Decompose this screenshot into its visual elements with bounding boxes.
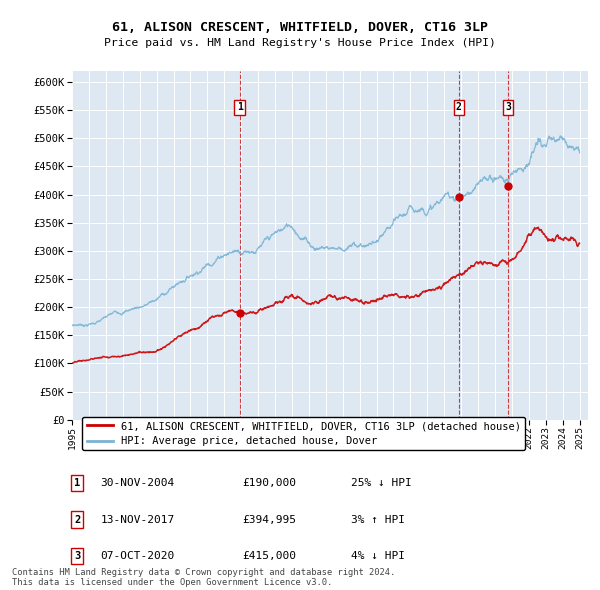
Text: Price paid vs. HM Land Registry's House Price Index (HPI): Price paid vs. HM Land Registry's House … [104, 38, 496, 48]
Text: 3: 3 [505, 103, 511, 112]
Text: 3: 3 [74, 551, 80, 561]
Text: 1: 1 [74, 478, 80, 488]
Text: 07-OCT-2020: 07-OCT-2020 [100, 551, 175, 561]
Text: 2: 2 [74, 514, 80, 525]
Text: £415,000: £415,000 [242, 551, 296, 561]
Text: £394,995: £394,995 [242, 514, 296, 525]
Text: 1: 1 [237, 103, 243, 112]
Text: 2: 2 [456, 103, 462, 112]
Text: 4% ↓ HPI: 4% ↓ HPI [350, 551, 404, 561]
Text: 61, ALISON CRESCENT, WHITFIELD, DOVER, CT16 3LP: 61, ALISON CRESCENT, WHITFIELD, DOVER, C… [112, 21, 488, 34]
Text: £190,000: £190,000 [242, 478, 296, 488]
Text: 3% ↑ HPI: 3% ↑ HPI [350, 514, 404, 525]
Text: 13-NOV-2017: 13-NOV-2017 [100, 514, 175, 525]
Text: Contains HM Land Registry data © Crown copyright and database right 2024.
This d: Contains HM Land Registry data © Crown c… [12, 568, 395, 587]
Text: 30-NOV-2004: 30-NOV-2004 [100, 478, 175, 488]
Legend: 61, ALISON CRESCENT, WHITFIELD, DOVER, CT16 3LP (detached house), HPI: Average p: 61, ALISON CRESCENT, WHITFIELD, DOVER, C… [82, 417, 525, 450]
Text: 25% ↓ HPI: 25% ↓ HPI [350, 478, 412, 488]
